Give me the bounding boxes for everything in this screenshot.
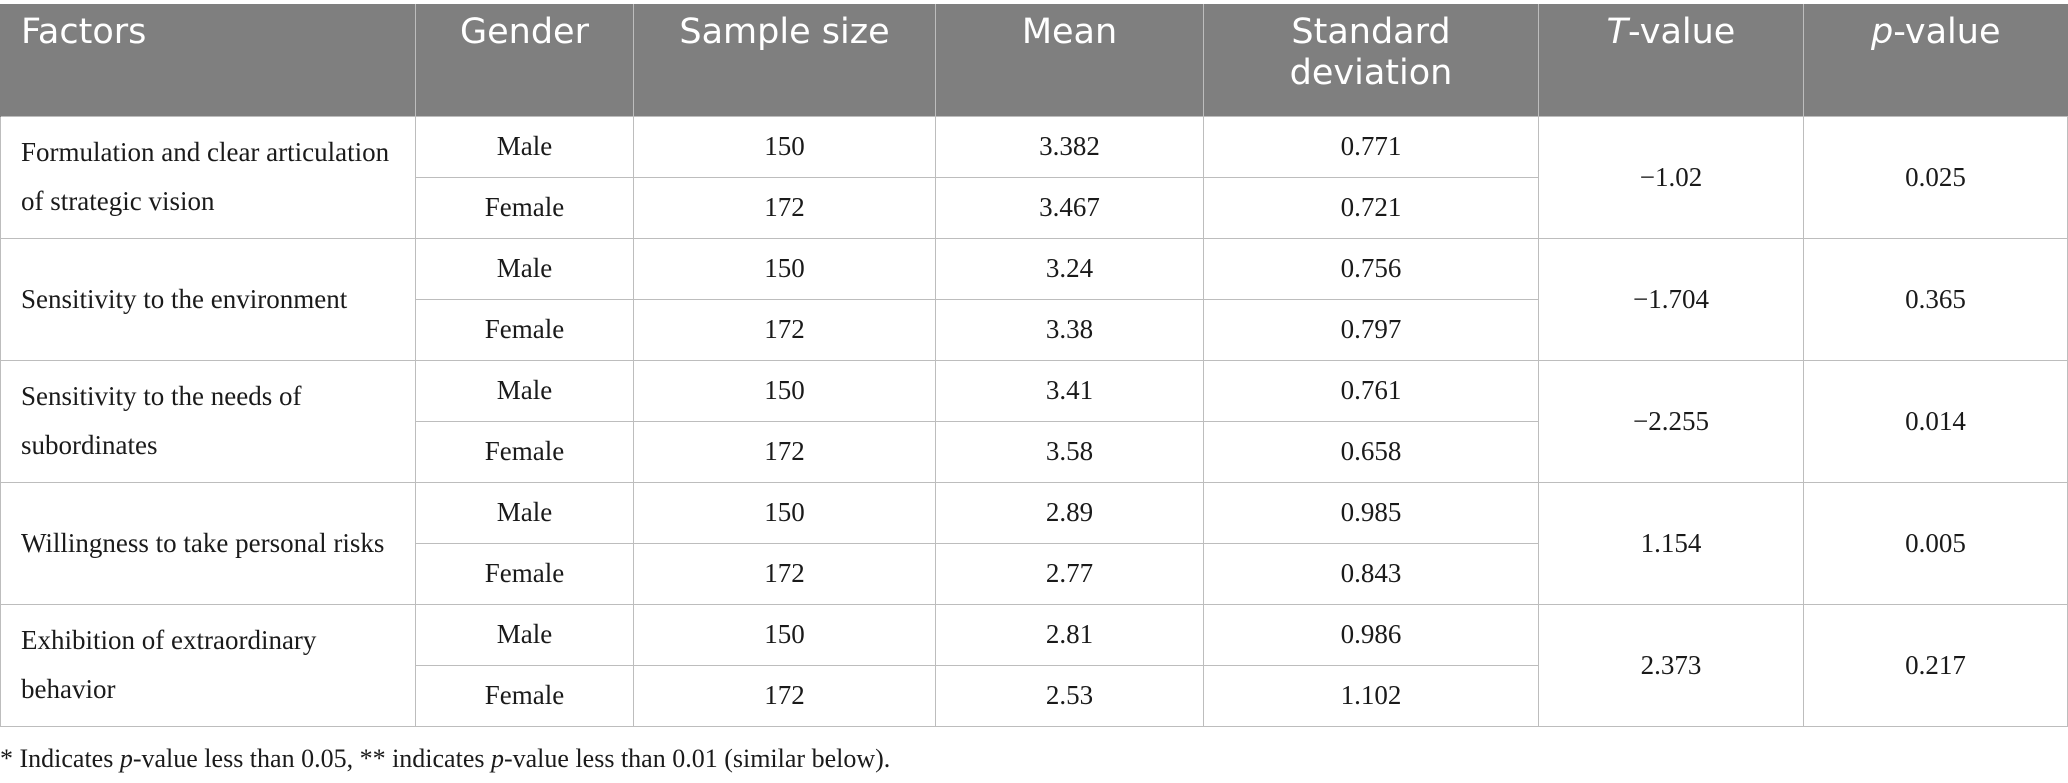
mean-cell: 2.53: [935, 664, 1204, 727]
sd-cell: 0.797: [1203, 298, 1539, 361]
table-row: Female 172 3.58 0.658: [1, 420, 2068, 483]
factor-cell: Sensitivity to the needs of subordinates: [0, 359, 416, 483]
mean-cell: 2.81: [935, 603, 1204, 666]
table-row: Sensitivity to the environment Male 150 …: [0, 237, 2068, 361]
sd-cell: 0.761: [1203, 359, 1539, 422]
factor-cell: Exhibition of extraordinary behavior: [0, 603, 416, 727]
header-t-rest: -value: [1628, 12, 1736, 52]
sample-size-cell: 172: [633, 542, 936, 605]
sample-size-cell: 172: [633, 664, 936, 727]
factor-cell: Willingness to take personal risks: [0, 481, 416, 605]
mean-cell: 3.41: [935, 359, 1204, 422]
gender-cell: Female: [415, 664, 634, 727]
header-standard-deviation: Standard deviation: [1203, 4, 1539, 116]
factor-cell: Sensitivity to the environment: [0, 237, 416, 361]
table-row: Female 172 2.53 1.102: [1, 664, 2068, 727]
sd-cell: 0.756: [1203, 237, 1539, 300]
gender-cell: Female: [415, 298, 634, 361]
header-sample-size: Sample size: [633, 4, 936, 116]
table-row: Female 172 2.77 0.843: [1, 542, 2068, 605]
footnote-p-italic-2: p: [490, 744, 504, 773]
sample-size-cell: 172: [633, 420, 936, 483]
header-p-rest: -value: [1893, 12, 2001, 52]
mean-cell: 3.58: [935, 420, 1204, 483]
header-p-value: p-value: [1803, 4, 2068, 116]
sd-cell: 0.721: [1203, 176, 1539, 239]
table-row: Willingness to take personal risks Male …: [0, 481, 2068, 605]
gender-comparison-table: Factors Gender Sample size Mean Standard…: [0, 4, 2068, 727]
gender-cell: Male: [415, 603, 634, 666]
t-value-cell: −2.255: [1538, 359, 1804, 483]
table-row: Female 172 3.38 0.797: [1, 298, 2068, 361]
data-table-container: Factors Gender Sample size Mean Standard…: [0, 4, 2068, 727]
footnote-part3: -value less than 0.01 (similar below).: [503, 744, 891, 773]
header-mean: Mean: [935, 4, 1204, 116]
mean-cell: 2.77: [935, 542, 1204, 605]
table-header-row: Factors Gender Sample size Mean Standard…: [0, 4, 2068, 116]
table-row: Exhibition of extraordinary behavior Mal…: [0, 603, 2068, 727]
gender-cell: Male: [415, 481, 634, 544]
footnote-part2: -value less than 0.05, ** indicates: [132, 744, 491, 773]
mean-cell: 3.467: [935, 176, 1204, 239]
gender-cell: Female: [415, 542, 634, 605]
mean-cell: 3.38: [935, 298, 1204, 361]
t-value-cell: 1.154: [1538, 481, 1804, 605]
header-factors: Factors: [0, 4, 416, 116]
mean-cell: 3.382: [935, 115, 1204, 178]
sd-cell: 0.986: [1203, 603, 1539, 666]
header-p-italic: p: [1870, 12, 1894, 52]
footnote-p-italic-1: p: [119, 744, 133, 773]
gender-cell: Male: [415, 115, 634, 178]
p-value-cell: 0.217: [1803, 603, 2068, 727]
gender-cell: Female: [415, 176, 634, 239]
header-t-value: T-value: [1538, 4, 1804, 116]
table-row: Formulation and clear articulation of st…: [0, 115, 2068, 239]
mean-cell: 3.24: [935, 237, 1204, 300]
sample-size-cell: 172: [633, 176, 936, 239]
gender-cell: Female: [415, 420, 634, 483]
footnote-part1: * Indicates: [0, 744, 120, 773]
mean-cell: 2.89: [935, 481, 1204, 544]
table-footnote: * Indicates p-value less than 0.05, ** i…: [0, 744, 890, 774]
sample-size-cell: 150: [633, 359, 936, 422]
sample-size-cell: 150: [633, 481, 936, 544]
sample-size-cell: 150: [633, 115, 936, 178]
sd-cell: 0.843: [1203, 542, 1539, 605]
p-value-cell: 0.365: [1803, 237, 2068, 361]
sd-cell: 1.102: [1203, 664, 1539, 727]
header-t-italic: T: [1606, 12, 1629, 52]
p-value-cell: 0.025: [1803, 115, 2068, 239]
factor-cell: Formulation and clear articulation of st…: [0, 115, 416, 239]
sd-cell: 0.985: [1203, 481, 1539, 544]
header-gender: Gender: [415, 4, 634, 116]
sd-cell: 0.658: [1203, 420, 1539, 483]
p-value-cell: 0.005: [1803, 481, 2068, 605]
t-value-cell: 2.373: [1538, 603, 1804, 727]
header-std-line2: deviation: [1289, 53, 1453, 93]
gender-cell: Male: [415, 359, 634, 422]
t-value-cell: −1.704: [1538, 237, 1804, 361]
gender-cell: Male: [415, 237, 634, 300]
sd-cell: 0.771: [1203, 115, 1539, 178]
p-value-cell: 0.014: [1803, 359, 2068, 483]
sample-size-cell: 150: [633, 237, 936, 300]
header-std-line1: Standard: [1291, 12, 1451, 52]
table-row: Sensitivity to the needs of subordinates…: [0, 359, 2068, 483]
sample-size-cell: 150: [633, 603, 936, 666]
sample-size-cell: 172: [633, 298, 936, 361]
t-value-cell: −1.02: [1538, 115, 1804, 239]
